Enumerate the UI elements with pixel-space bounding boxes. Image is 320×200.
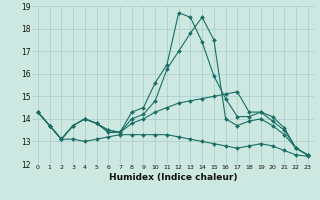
X-axis label: Humidex (Indice chaleur): Humidex (Indice chaleur) <box>108 173 237 182</box>
